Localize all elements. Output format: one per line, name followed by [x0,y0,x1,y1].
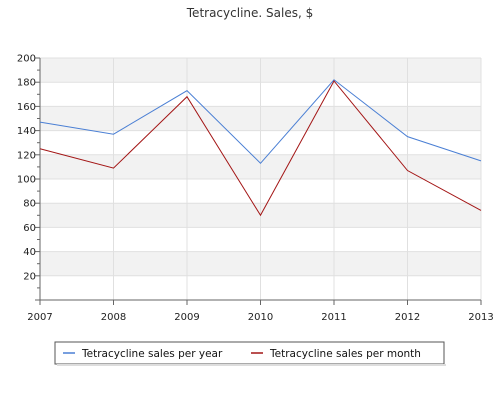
chart-title: Tetracycline. Sales, $ [186,6,313,20]
grid-lines [40,57,482,300]
y-axis-ticks: 20 40 60 80 100 120 140 160 180 200 [17,54,40,301]
x-tick-label: 2008 [101,312,126,323]
y-tick-label: 120 [17,150,36,161]
legend-label: Tetracycline sales per year [81,348,223,360]
x-axis-ticks: 2007 2008 2009 2010 2011 2012 2013 [27,300,494,323]
legend: Tetracycline sales per year Tetracycline … [54,341,446,366]
x-tick-label: 2013 [468,312,493,323]
series-lines [39,79,482,217]
series-line-2 [39,80,482,217]
x-tick-label: 2012 [395,312,420,323]
y-tick-label: 60 [23,223,36,234]
y-tick-label: 20 [23,271,36,282]
y-tick-label: 100 [17,175,36,186]
y-tick-label: 180 [17,78,36,89]
y-tick-label: 40 [23,247,36,258]
y-tick-label: 160 [17,102,36,113]
y-tick-label: 140 [17,126,36,137]
x-tick-label: 2009 [174,312,199,323]
y-tick-label: 80 [23,199,36,210]
x-tick-label: 2007 [27,312,52,323]
series-line-1 [39,79,482,164]
legend-label: Tetracycline sales per month [269,348,421,360]
legend-shadow [57,364,446,366]
x-tick-label: 2010 [248,312,273,323]
x-tick-label: 2011 [321,312,346,323]
y-tick-label: 200 [17,54,36,65]
